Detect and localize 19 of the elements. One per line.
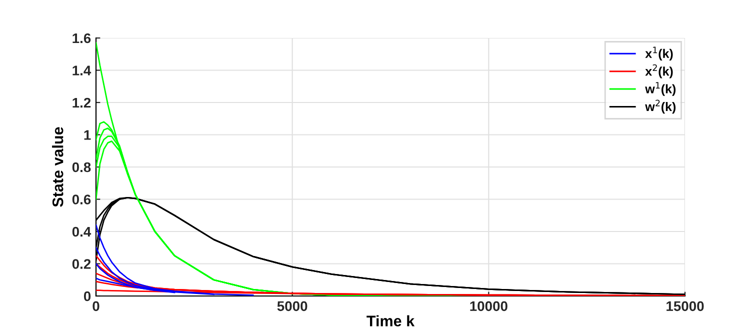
- y-axis-title: State value: [52, 127, 64, 207]
- y-tick-label: 1: [84, 130, 91, 140]
- x-tick-label: 15000: [666, 301, 704, 312]
- x-axis-title: Time k: [366, 315, 415, 326]
- y-tick-label: 1.2: [72, 98, 91, 108]
- y-tick-label: 0.4: [72, 226, 92, 237]
- y-tick-label: 1.4: [72, 66, 92, 76]
- x-tick-label: 5000: [277, 301, 308, 312]
- y-tick-label: 0.2: [72, 259, 91, 269]
- y-tick-label: 0.8: [72, 162, 91, 172]
- y-tick-label: 0: [84, 291, 91, 302]
- legend-label: x$^{2}$(k): [645, 64, 673, 78]
- legend-label: w$^{2}$(k): [645, 100, 676, 114]
- x-tick-label: 0: [92, 301, 100, 312]
- y-tick-label: 1.6: [72, 33, 91, 44]
- y-tick-label: 0.6: [72, 194, 91, 204]
- x-tick-label: 10000: [470, 301, 508, 312]
- legend-label: x$^{1}$(k): [645, 46, 673, 61]
- legend-label: w$^{1}$(k): [645, 82, 676, 96]
